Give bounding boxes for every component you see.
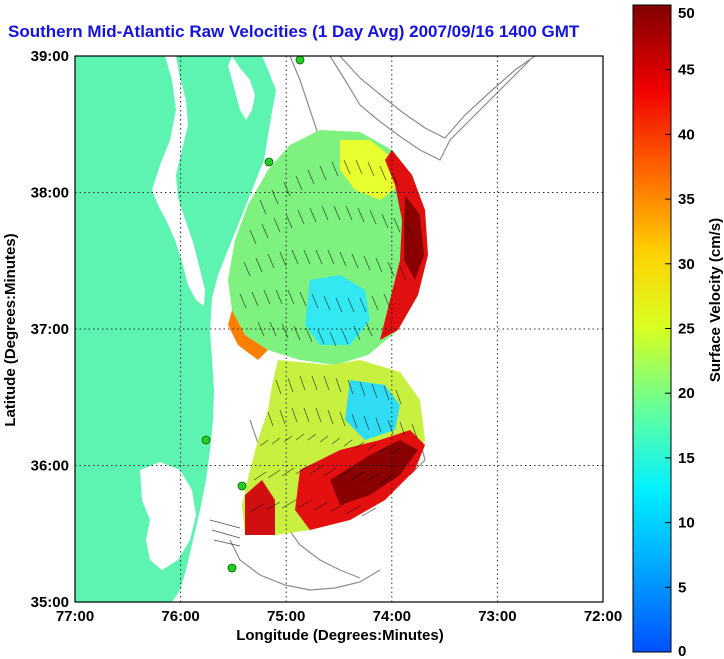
- y-tick-label: 39:00: [31, 48, 69, 65]
- velocity-south-cyan: [345, 380, 400, 440]
- velocity-west-orange: [228, 310, 268, 360]
- velocity-south-dark: [330, 440, 418, 505]
- station-marker: [227, 563, 237, 573]
- x-tick-label: 75:00: [267, 608, 305, 625]
- y-tick-label: 36:00: [31, 458, 69, 475]
- pamlico-sound: [140, 462, 196, 570]
- x-tick-labels: 77:00 76:00 75:00 74:00 73:00 72:00: [56, 608, 622, 625]
- station-marker: [264, 157, 274, 167]
- colorbar-tick-label: 40: [678, 126, 695, 143]
- colorbar-tick-label: 20: [678, 385, 695, 402]
- x-axis-label: Longitude (Degrees:Minutes): [236, 627, 444, 644]
- y-tick-labels: 39:00 38:00 37:00 36:00 35:00: [31, 48, 69, 611]
- velocity-field: [228, 130, 428, 535]
- delaware-bay: [228, 56, 255, 120]
- velocity-north-cyan: [305, 275, 370, 345]
- velocity-north-dark-edge: [404, 195, 424, 280]
- colorbar-tick-label: 35: [678, 191, 695, 208]
- colorbar-tick-label: 25: [678, 321, 695, 338]
- x-tick-label: 74:00: [373, 608, 411, 625]
- station-marker: [295, 56, 305, 65]
- colorbar-label: Surface Velocity (cm/s): [707, 218, 724, 382]
- colorbar-tick-label: 30: [678, 256, 695, 273]
- y-tick-label: 38:00: [31, 185, 69, 202]
- map-title: Southern Mid-Atlantic Raw Velocities (1 …: [8, 22, 580, 41]
- plot-area: [75, 56, 603, 602]
- grid-lines: [75, 56, 603, 602]
- y-tick-label: 35:00: [31, 594, 69, 611]
- colorbar-tick-label: 5: [678, 579, 686, 596]
- colorbar-tick-label: 10: [678, 515, 695, 532]
- chesapeake-bay: [152, 56, 205, 306]
- x-tick-label: 72:00: [584, 608, 622, 625]
- colorbar-tick-label: 15: [678, 450, 695, 467]
- colorbar: [632, 4, 672, 653]
- x-tick-label: 73:00: [478, 608, 516, 625]
- plot-frame: [74, 55, 604, 603]
- colorbar-tick-label: 0: [678, 643, 686, 659]
- x-tick-label: 76:00: [161, 608, 199, 625]
- station-marker: [201, 435, 211, 445]
- x-tick-label: 77:00: [56, 608, 94, 625]
- colorbar-tick-label: 50: [678, 5, 695, 22]
- y-axis-label: Latitude (Degrees:Minutes): [2, 233, 19, 426]
- radar-stations: [201, 56, 305, 573]
- colorbar-tick-label: 45: [678, 62, 695, 79]
- station-marker: [237, 481, 247, 491]
- y-tick-label: 37:00: [31, 321, 69, 338]
- current-vectors: [209, 159, 418, 547]
- velocity-southwest-red: [245, 480, 275, 535]
- velocity-north-yellow: [340, 140, 400, 200]
